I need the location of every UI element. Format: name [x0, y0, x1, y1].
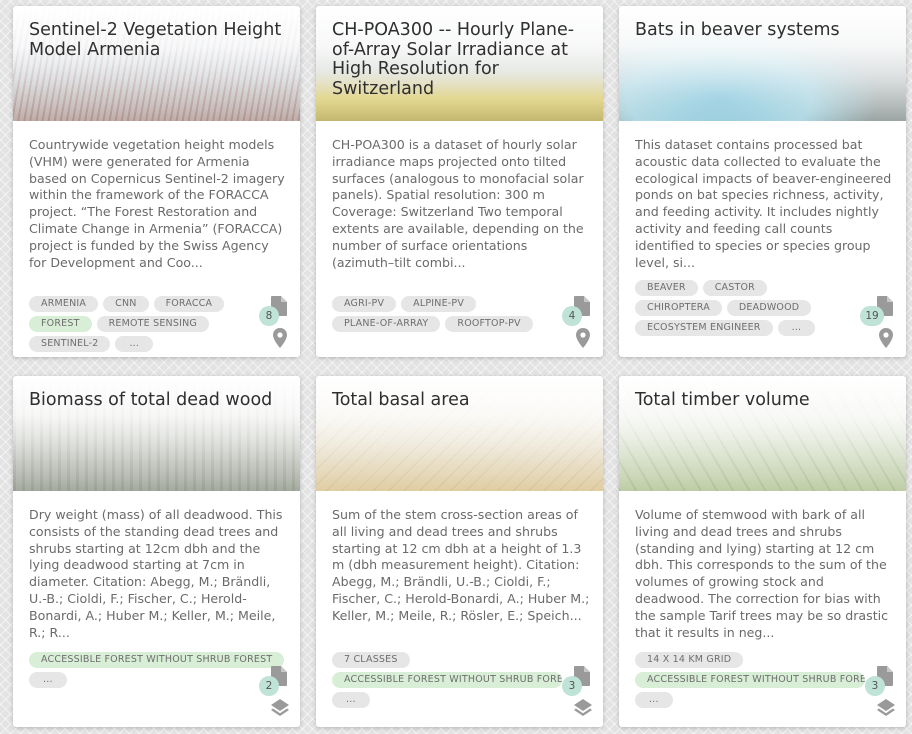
- card-title[interactable]: Bats in beaver systems: [635, 20, 840, 40]
- tag-chip[interactable]: ACCESSIBLE FOREST WITHOUT SHRUB FOREST: [29, 652, 285, 668]
- tag-chip[interactable]: 7 CLASSES: [332, 652, 410, 668]
- map-pin-icon: [879, 328, 893, 348]
- card-description: This dataset contains processed bat acou…: [635, 137, 892, 270]
- card-title[interactable]: Total timber volume: [635, 390, 810, 410]
- tag-chip[interactable]: ACCESSIBLE FOREST WITHOUT SHRUB FOREST: [635, 672, 865, 688]
- resource-count-badge: 3: [562, 676, 582, 696]
- tag-list: ACCESSIBLE FOREST WITHOUT SHRUB FOREST .…: [29, 652, 299, 688]
- tag-chip[interactable]: CNN: [103, 296, 149, 312]
- card-header-image: Biomass of total dead wood: [13, 376, 300, 491]
- resource-count-badge: 4: [562, 306, 582, 326]
- card-header-image: Total timber volume: [619, 376, 906, 491]
- dataset-card[interactable]: Biomass of total dead wood Dry weight (m…: [13, 376, 300, 727]
- tag-list: 14 X 14 KM GRID ACCESSIBLE FOREST WITHOU…: [635, 652, 865, 708]
- card-description: Countrywide vegetation height models (VH…: [29, 137, 285, 270]
- tag-list: AGRI-PV ALPINE-PV PLANE-OF-ARRAY ROOFTOP…: [332, 296, 562, 332]
- more-tags-chip[interactable]: ...: [635, 692, 673, 708]
- card-description: Volume of stemwood with bark of all livi…: [635, 507, 889, 640]
- tag-chip[interactable]: SENTINEL-2: [29, 336, 111, 352]
- resource-count-badge: 2: [259, 676, 279, 696]
- tag-chip[interactable]: ROOFTOP-PV: [445, 316, 533, 332]
- card-description: Dry weight (mass) of all deadwood. This …: [29, 507, 283, 640]
- card-header-image: Sentinel-2 Vegetation Height Model Armen…: [13, 6, 300, 121]
- layers-icon: [877, 699, 895, 716]
- tag-chip[interactable]: 14 X 14 KM GRID: [635, 652, 744, 668]
- more-tags-chip[interactable]: ...: [29, 672, 67, 688]
- dataset-card[interactable]: CH-POA300 -- Hourly Plane-of-Array Solar…: [316, 6, 603, 357]
- card-title[interactable]: Total basal area: [332, 390, 470, 410]
- resource-count-badge: 3: [865, 676, 885, 696]
- map-pin-icon: [273, 328, 287, 348]
- card-description: Sum of the stem cross-section areas of a…: [332, 507, 590, 623]
- layers-icon: [574, 699, 592, 716]
- card-header-image: Bats in beaver systems: [619, 6, 906, 121]
- card-title[interactable]: Sentinel-2 Vegetation Height Model Armen…: [29, 20, 282, 60]
- tag-chip[interactable]: DEADWOOD: [726, 300, 812, 316]
- more-tags-chip[interactable]: ...: [332, 692, 370, 708]
- card-title[interactable]: CH-POA300 -- Hourly Plane-of-Array Solar…: [332, 20, 575, 99]
- card-header-image: Total basal area: [316, 376, 603, 491]
- more-tags-chip[interactable]: ...: [115, 336, 154, 352]
- dataset-card[interactable]: Total timber volume Volume of stemwood w…: [619, 376, 906, 727]
- tag-list: ARMENIA CNN FORACCA FOREST REMOTE SENSIN…: [29, 296, 283, 352]
- tag-chip[interactable]: CASTOR: [702, 280, 767, 296]
- tag-chip[interactable]: ECOSYSTEM ENGINEER: [635, 320, 773, 336]
- more-tags-chip[interactable]: ...: [777, 320, 816, 336]
- layers-icon: [271, 699, 289, 716]
- map-pin-icon: [576, 328, 590, 348]
- dataset-card[interactable]: Sentinel-2 Vegetation Height Model Armen…: [13, 6, 300, 357]
- card-description: CH-POA300 is a dataset of hourly solar i…: [332, 137, 584, 270]
- dataset-card[interactable]: Total basal area Sum of the stem cross-s…: [316, 376, 603, 727]
- tag-chip[interactable]: ALPINE-PV: [401, 296, 477, 312]
- dataset-card[interactable]: Bats in beaver systems This dataset cont…: [619, 6, 906, 357]
- tag-chip[interactable]: ARMENIA: [29, 296, 99, 312]
- resource-count-badge: 8: [259, 306, 279, 326]
- resource-count-badge: 19: [860, 306, 884, 326]
- card-header-image: CH-POA300 -- Hourly Plane-of-Array Solar…: [316, 6, 603, 121]
- tag-chip[interactable]: AGRI-PV: [332, 296, 397, 312]
- tag-chip[interactable]: ACCESSIBLE FOREST WITHOUT SHRUB FOREST: [332, 672, 562, 688]
- tag-chip[interactable]: FOREST: [29, 316, 92, 332]
- tag-chip[interactable]: REMOTE SENSING: [96, 316, 209, 332]
- tag-list: BEAVER CASTOR CHIROPTERA DEADWOOD ECOSYS…: [635, 280, 855, 336]
- card-title[interactable]: Biomass of total dead wood: [29, 390, 273, 410]
- tag-list: 7 CLASSES ACCESSIBLE FOREST WITHOUT SHRU…: [332, 652, 562, 708]
- tag-chip[interactable]: PLANE-OF-ARRAY: [332, 316, 441, 332]
- tag-chip[interactable]: BEAVER: [635, 280, 698, 296]
- tag-chip[interactable]: FORACCA: [153, 296, 225, 312]
- tag-chip[interactable]: CHIROPTERA: [635, 300, 722, 316]
